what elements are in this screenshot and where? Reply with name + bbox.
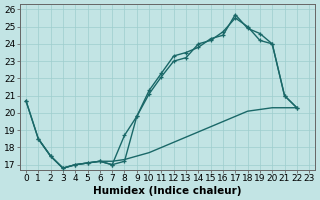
X-axis label: Humidex (Indice chaleur): Humidex (Indice chaleur): [93, 186, 242, 196]
